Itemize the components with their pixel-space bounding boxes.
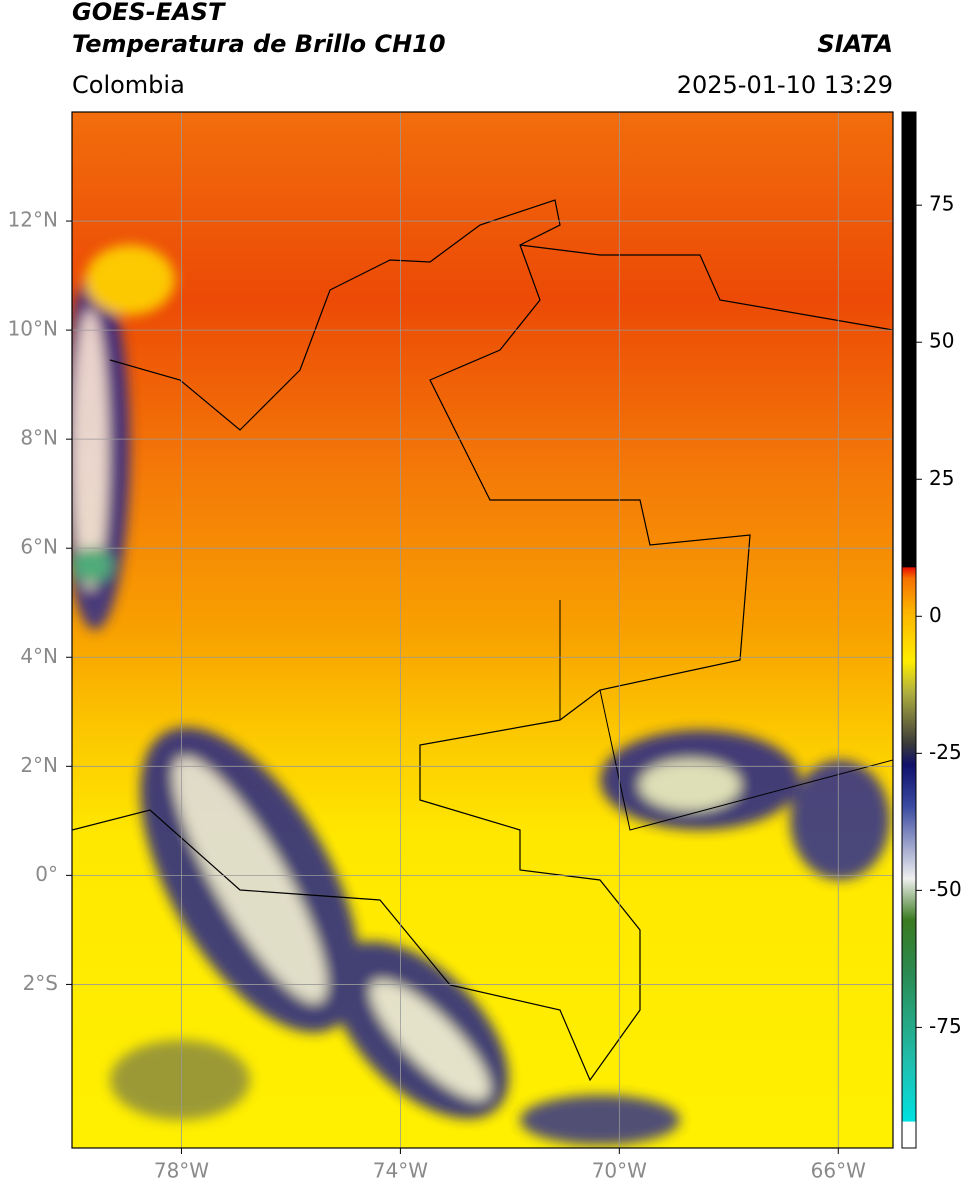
colorbar-tick-label: -25 (929, 740, 962, 764)
colorbar-tick-label: 75 (929, 192, 954, 216)
x-tick-label: 78°W (154, 1159, 209, 1183)
colorbar-tick-label: -75 (929, 1014, 962, 1038)
map-image (72, 112, 893, 1148)
colorbar-tick-label: -50 (929, 877, 962, 901)
y-tick-label: 2°N (20, 753, 58, 777)
y-tick-label: 6°N (20, 535, 58, 559)
subtitle: Temperatura de Brillo CH10 (72, 30, 446, 58)
colorbar-tick-label: 25 (929, 466, 954, 490)
y-tick-label: 4°N (20, 644, 58, 668)
x-tick-label: 74°W (373, 1159, 428, 1183)
y-tick-label: 0° (35, 862, 58, 886)
datetime: 2025-01-10 13:29 (677, 71, 893, 99)
map-frame (71, 111, 894, 1149)
colorbar-tick-label: 50 (929, 329, 954, 353)
y-tick-label: 10°N (8, 317, 58, 341)
x-tick-label: 66°W (811, 1159, 866, 1183)
x-tick-label: 70°W (592, 1159, 647, 1183)
grid (72, 112, 893, 1148)
y-tick-label: 8°N (20, 426, 58, 450)
colorbar (901, 111, 917, 1149)
y-tick-label: 2°S (23, 971, 58, 995)
y-tick-label: 12°N (8, 208, 58, 232)
region: Colombia (72, 71, 185, 99)
title: GOES-EAST (72, 0, 226, 26)
colorbar-tick-label: 0 (929, 603, 942, 627)
source: SIATA (817, 30, 893, 58)
